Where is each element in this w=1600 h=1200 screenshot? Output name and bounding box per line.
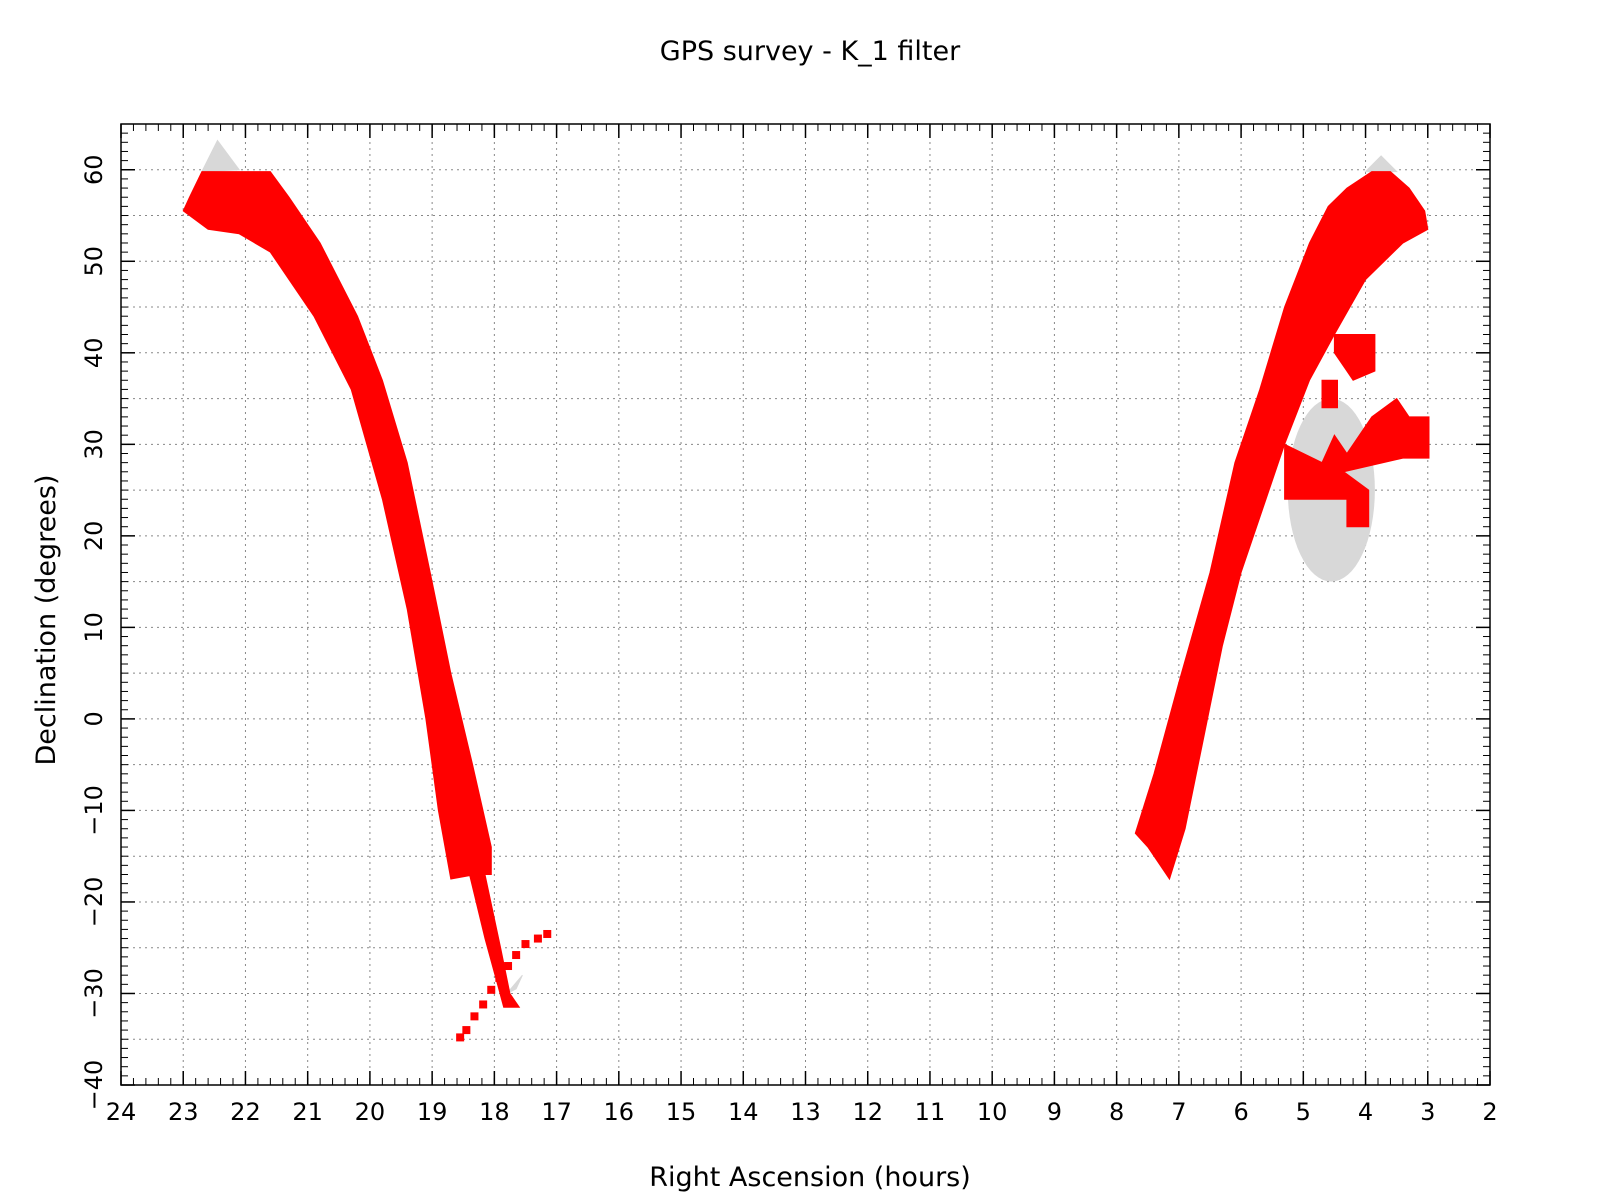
x-tick-label: 16 <box>604 1098 635 1126</box>
x-tick-label: 12 <box>852 1098 883 1126</box>
coverage-point <box>533 934 542 943</box>
y-tick-labels: −40 −30 −20 −10 0 10 20 30 40 50 60 <box>80 154 108 1110</box>
x-tick-label: 24 <box>106 1098 137 1126</box>
y-tick-label: 20 <box>80 521 108 552</box>
y-tick-label: 50 <box>80 246 108 277</box>
x-tick-label: 15 <box>666 1098 697 1126</box>
y-tick-label: −20 <box>80 877 108 928</box>
y-tick-label: 30 <box>80 429 108 460</box>
coverage-patch <box>468 874 521 1008</box>
coverage-patch <box>182 171 492 880</box>
y-tick-label: 0 <box>80 711 108 726</box>
coverage-patch <box>1333 334 1376 381</box>
coverage-point <box>543 929 552 938</box>
x-tick-label: 17 <box>541 1098 572 1126</box>
coverage-point <box>470 1012 479 1021</box>
coverage-patch <box>1284 397 1430 528</box>
x-tick-labels: 24 23 22 21 20 19 18 17 16 15 14 13 12 11 10 9 8 7 6 5 4 3 2 <box>106 1098 1498 1126</box>
x-tick-label: 9 <box>1047 1098 1062 1126</box>
coverage-point <box>512 951 521 960</box>
x-tick-label: 11 <box>915 1098 946 1126</box>
x-tick-label: 10 <box>977 1098 1008 1126</box>
x-tick-label: 7 <box>1171 1098 1186 1126</box>
x-tick-label: 20 <box>355 1098 386 1126</box>
coverage-point <box>504 962 513 971</box>
y-tick-label: 60 <box>80 154 108 185</box>
coverage-point <box>521 940 530 949</box>
x-tick-label: 18 <box>479 1098 510 1126</box>
x-tick-label: 23 <box>168 1098 199 1126</box>
y-tick-label: 10 <box>80 612 108 643</box>
x-tick-label: 21 <box>292 1098 323 1126</box>
coverage-point <box>456 1033 465 1042</box>
x-tick-label: 8 <box>1109 1098 1124 1126</box>
y-tick-label: 40 <box>80 338 108 369</box>
coverage-patch <box>1321 379 1338 409</box>
axis-ticks <box>120 123 1491 1086</box>
x-tick-label: 4 <box>1358 1098 1373 1126</box>
x-tick-label: 19 <box>417 1098 448 1126</box>
plane-patch <box>201 139 241 173</box>
coverage-point <box>479 1000 488 1009</box>
coverage-point <box>495 973 504 982</box>
coverage-point <box>487 985 496 994</box>
y-tick-label: −40 <box>80 1060 108 1111</box>
y-tick-label: −10 <box>80 785 108 836</box>
x-tick-label: 13 <box>790 1098 821 1126</box>
plot-frame <box>120 123 1491 1086</box>
coverage-region <box>182 171 1430 1042</box>
chart-title: GPS survey - K_1 filter <box>660 36 961 67</box>
coverage-patch <box>1134 171 1429 881</box>
x-tick-label: 14 <box>728 1098 759 1126</box>
x-tick-label: 5 <box>1296 1098 1311 1126</box>
x-axis-label: Right Ascension (hours) <box>649 1162 971 1193</box>
x-tick-label: 3 <box>1420 1098 1435 1126</box>
x-tick-label: 6 <box>1233 1098 1248 1126</box>
x-tick-label: 22 <box>230 1098 261 1126</box>
x-tick-label: 2 <box>1482 1098 1497 1126</box>
coverage-point <box>462 1026 471 1035</box>
plane-patch <box>506 974 523 994</box>
y-tick-label: −30 <box>80 968 108 1019</box>
y-axis-label: Declination (degrees) <box>31 475 62 766</box>
